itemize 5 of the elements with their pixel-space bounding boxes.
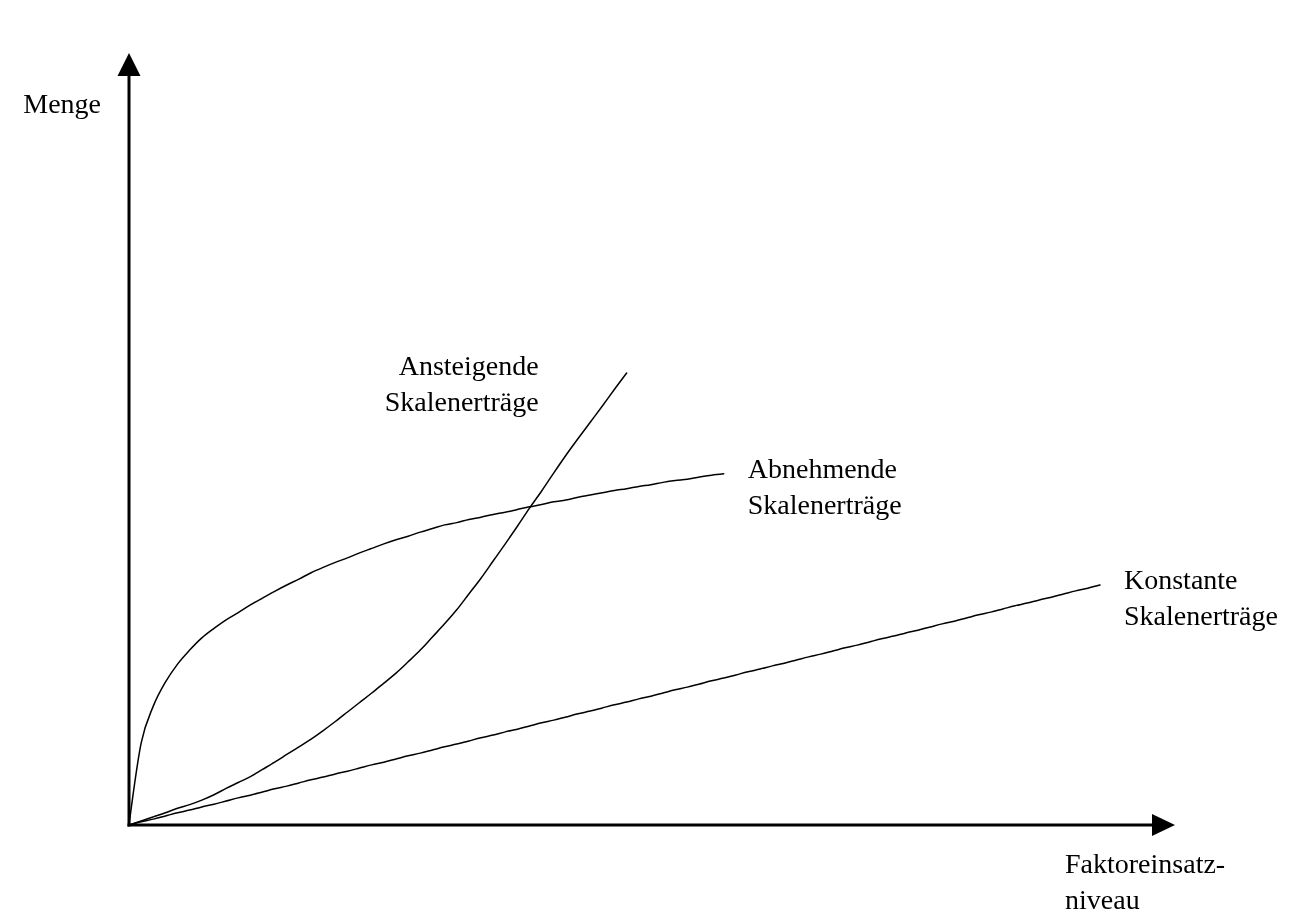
series-label: Abnehmende Skalenerträge <box>747 452 902 520</box>
x-axis-title: Faktoreinsatz- niveau <box>1065 848 1226 914</box>
series-label: Konstante Skalenerträge <box>1124 563 1278 631</box>
text: Menge <box>23 88 101 119</box>
series-label: Ansteigende Skalenerträge <box>384 350 539 417</box>
